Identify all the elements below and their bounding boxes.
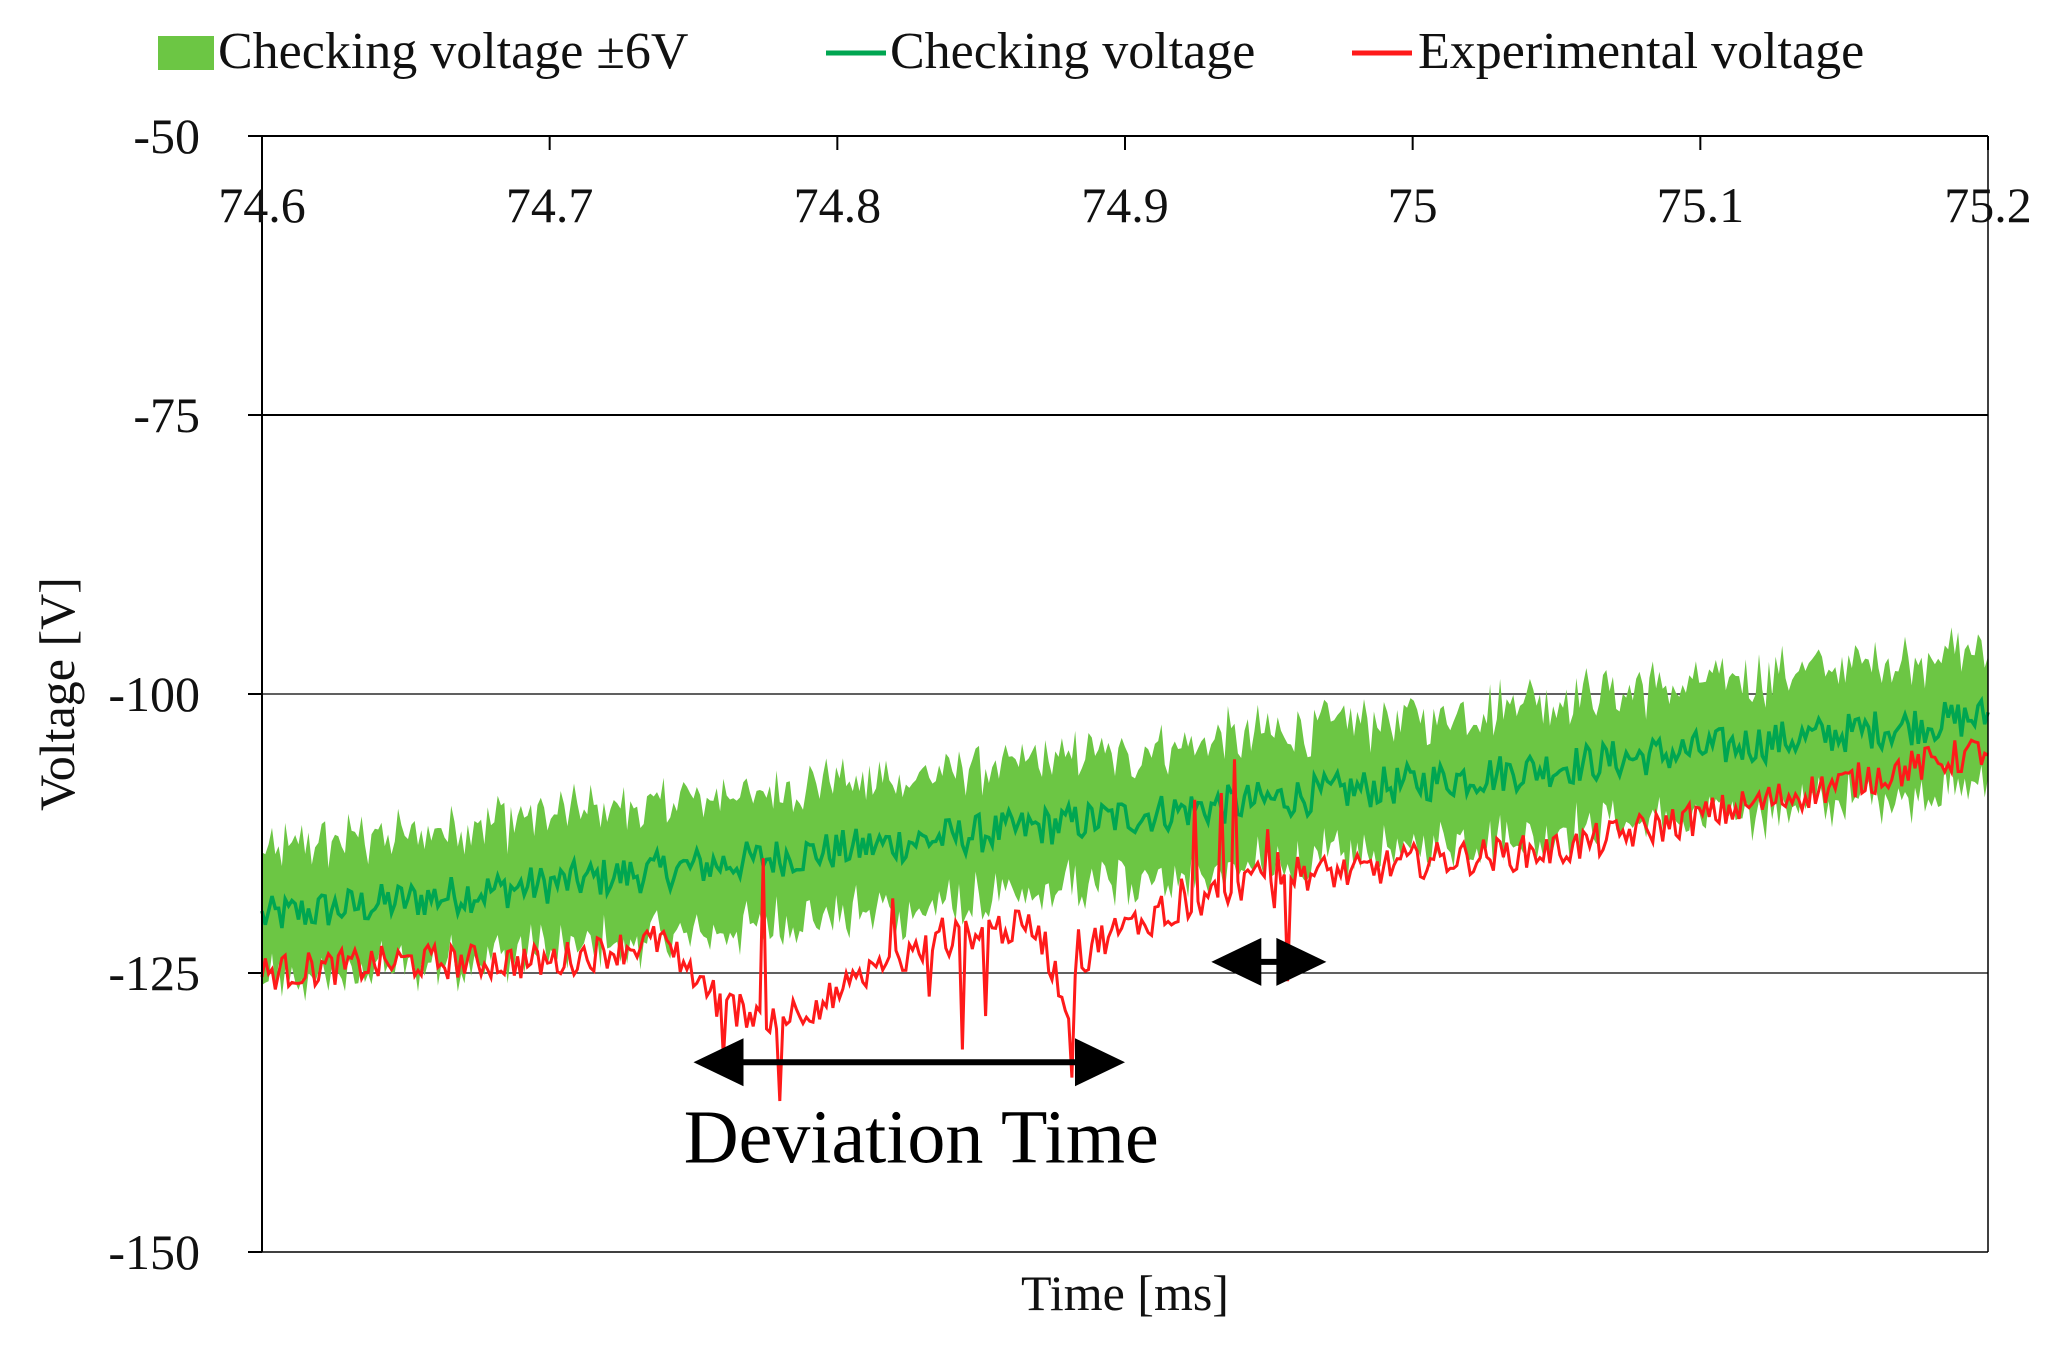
y-ticks: -50 -75 -100 -125 -150 — [108, 108, 262, 1280]
x-axis-title: Time [ms] — [1021, 1265, 1229, 1321]
legend-label-band: Checking voltage ±6V — [218, 23, 688, 80]
legend-swatch-band — [158, 36, 214, 70]
y-tick-label: -150 — [108, 1224, 200, 1280]
y-axis-title: Voltage [V] — [29, 577, 85, 811]
y-tick-label: -75 — [133, 387, 200, 443]
legend-label-checking: Checking voltage — [890, 23, 1255, 80]
x-tick-label: 75.1 — [1657, 177, 1745, 233]
annotations: Deviation Time — [684, 937, 1327, 1179]
y-tick-label: -50 — [133, 108, 200, 164]
series-line-experimental — [260, 738, 1989, 1102]
x-tick-label: 74.7 — [506, 177, 594, 233]
y-tick-label: -100 — [108, 666, 200, 722]
x-tick-label: 74.8 — [794, 177, 882, 233]
x-tick-label: 74.9 — [1081, 177, 1169, 233]
x-tick-label: 75 — [1388, 177, 1438, 233]
deviation-time-label: Deviation Time — [684, 1095, 1159, 1179]
x-tick-label: 75.2 — [1944, 177, 2032, 233]
series-line-checking — [260, 695, 1990, 929]
x-ticks: 74.6 74.7 74.8 74.9 75 75.1 75.2 — [218, 136, 2032, 233]
legend: Checking voltage ±6V Checking voltage Ex… — [158, 23, 1864, 80]
legend-label-experimental: Experimental voltage — [1418, 23, 1864, 80]
x-tick-label: 74.6 — [218, 177, 306, 233]
deviation-arrow — [693, 1038, 1125, 1087]
lines-layer — [260, 695, 1990, 1102]
deviation-arrow — [1211, 937, 1327, 986]
y-tick-label: -125 — [108, 945, 200, 1001]
